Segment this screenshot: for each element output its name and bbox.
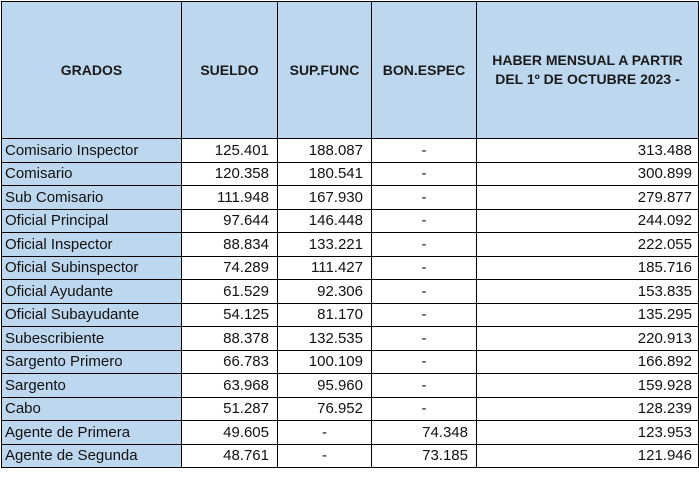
haber-cell: 128.239 [476,396,699,421]
header-grados: GRADOS [1,1,182,139]
grade-cell: Sargento Primero [1,349,182,374]
table-row: Sub Comisario 111.948 167.930-279.877 [1,185,699,210]
table-row: Oficial Ayudante 61.529 92.306-153.835 [1,279,699,304]
grade-cell: Agente de Primera [1,420,182,445]
haber-cell: 313.488 [476,138,699,163]
bon-espec-cell: - [371,255,477,280]
grade-cell: Oficial Principal [1,208,182,233]
grade-cell: Comisario Inspector [1,138,182,163]
table-row: Oficial Subinspector 74.289 111.427-185.71… [1,255,699,280]
header-sup-func: SUP.FUNC [277,1,372,139]
sueldo-cell: 88.378 [181,326,278,351]
sup-func-cell: 146.448 [277,208,372,233]
bon-espec-cell: - [371,326,477,351]
grade-cell: Oficial Ayudante [1,279,182,304]
table-row: Sargento 63.968 95.960-159.928 [1,373,699,398]
bon-espec-cell: - [371,208,477,233]
bon-espec-cell: - [371,302,477,327]
sueldo-cell: 120.358 [181,161,278,186]
haber-cell: 123.953 [476,420,699,445]
grade-cell: Comisario [1,161,182,186]
header-haber-mensual: HABER MENSUAL A PARTIR DEL 1º DE OCTUBRE… [476,1,699,139]
sueldo-cell: 51.287 [181,396,278,421]
grade-cell: Sub Comisario [1,185,182,210]
haber-cell: 300.899 [476,161,699,186]
sueldo-cell: 97.644 [181,208,278,233]
sup-func-cell: 133.221 [277,232,372,257]
haber-cell: 166.892 [476,349,699,374]
header-sueldo: SUELDO [181,1,278,139]
bon-espec-cell: - [371,279,477,304]
table-row: Oficial Principal 97.644 146.448-244.092 [1,208,699,233]
grade-cell: Subescribiente [1,326,182,351]
haber-cell: 279.877 [476,185,699,210]
table-row: Subescribiente 88.378 132.535-220.913 [1,326,699,351]
sup-func-cell: 76.952 [277,396,372,421]
table-body: Comisario Inspector 125.401 188.087-313.48… [1,138,699,468]
table-row: Cabo 51.287 76.952-128.239 [1,396,699,421]
bon-espec-cell: - [371,138,477,163]
grade-cell: Agente de Segunda [1,443,182,468]
sup-func-cell: - [277,443,372,468]
bon-espec-cell: - [371,396,477,421]
header-row: GRADOS SUELDO SUP.FUNC BON.ESPEC HABER M… [1,1,699,139]
sueldo-cell: 63.968 [181,373,278,398]
sup-func-cell: 100.109 [277,349,372,374]
sup-func-cell: 167.930 [277,185,372,210]
haber-cell: 220.913 [476,326,699,351]
haber-cell: 121.946 [476,443,699,468]
sup-func-cell: 180.541 [277,161,372,186]
table-row: Sargento Primero 66.783 100.109-166.892 [1,349,699,374]
sup-func-cell: 95.960 [277,373,372,398]
sueldo-cell: 66.783 [181,349,278,374]
bon-espec-cell: - [371,232,477,257]
bon-espec-cell: - [371,161,477,186]
bon-espec-cell: 73.185 [371,443,477,468]
bon-espec-cell: - [371,373,477,398]
sueldo-cell: 125.401 [181,138,278,163]
header-bon-espec: BON.ESPEC [371,1,477,139]
haber-cell: 153.835 [476,279,699,304]
table-row: Agente de Segunda 48.761-73.185 121.946 [1,443,699,468]
grade-cell: Oficial Subayudante [1,302,182,327]
grade-cell: Cabo [1,396,182,421]
table-row: Agente de Primera 49.605-74.348 123.953 [1,420,699,445]
sueldo-cell: 88.834 [181,232,278,257]
table-row: Oficial Inspector 88.834 133.221-222.055 [1,232,699,257]
grade-cell: Oficial Subinspector [1,255,182,280]
sup-func-cell: 111.427 [277,255,372,280]
haber-cell: 135.295 [476,302,699,327]
sup-func-cell: 188.087 [277,138,372,163]
sueldo-cell: 48.761 [181,443,278,468]
table-row: Comisario Inspector 125.401 188.087-313.48… [1,138,699,163]
sueldo-cell: 61.529 [181,279,278,304]
haber-cell: 244.092 [476,208,699,233]
grade-cell: Sargento [1,373,182,398]
sup-func-cell: - [277,420,372,445]
grade-cell: Oficial Inspector [1,232,182,257]
sup-func-cell: 132.535 [277,326,372,351]
sueldo-cell: 111.948 [181,185,278,210]
bon-espec-cell: 74.348 [371,420,477,445]
sup-func-cell: 81.170 [277,302,372,327]
haber-cell: 185.716 [476,255,699,280]
table-row: Oficial Subayudante 54.125 81.170-135.295 [1,302,699,327]
bon-espec-cell: - [371,349,477,374]
salary-table: GRADOS SUELDO SUP.FUNC BON.ESPEC HABER M… [1,1,699,468]
sueldo-cell: 54.125 [181,302,278,327]
haber-cell: 159.928 [476,373,699,398]
bon-espec-cell: - [371,185,477,210]
table-row: Comisario 120.358 180.541-300.899 [1,161,699,186]
haber-cell: 222.055 [476,232,699,257]
sueldo-cell: 49.605 [181,420,278,445]
sueldo-cell: 74.289 [181,255,278,280]
sup-func-cell: 92.306 [277,279,372,304]
